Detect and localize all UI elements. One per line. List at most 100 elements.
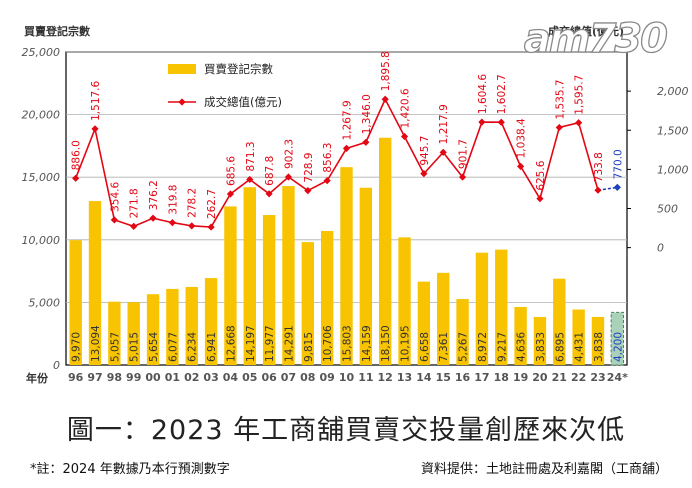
bar [437, 272, 450, 365]
bar [456, 299, 469, 365]
watermark-logo: am730 [523, 15, 668, 62]
bar-value-label: 5,267 [458, 332, 470, 362]
bar-value-label: 6,658 [419, 332, 431, 362]
x-tick-label: 24* [607, 371, 628, 384]
line-value-label: 871.3 [245, 141, 257, 171]
left-axis-tick-label: 10,000 [22, 234, 61, 247]
bar [572, 309, 585, 365]
line-value-label: 354.6 [109, 181, 121, 211]
bar [514, 306, 527, 365]
right-axis-title: 成交總值(億元) [548, 24, 624, 38]
x-tick-label: 14 [416, 371, 432, 384]
line-value-label: 685.6 [225, 156, 237, 186]
bar [398, 237, 411, 365]
bar [591, 316, 605, 365]
line-value-label: 728.9 [303, 153, 315, 183]
bar-value-label: 15,803 [342, 325, 354, 362]
legend-label-line: 成交總值(億元) [204, 95, 282, 109]
legend-label-bars: 買賣登記宗數 [204, 62, 273, 76]
line-point [555, 123, 563, 132]
x-tick-label: 07 [281, 371, 296, 384]
bar-value-label: 11,977 [264, 325, 276, 362]
x-tick-label: 23 [590, 371, 605, 384]
line-value-label: 1,038.4 [516, 118, 528, 158]
right-axis-tick-label: 1,000 [657, 163, 689, 176]
bar [224, 206, 237, 365]
line-value-label: 625.6 [535, 160, 547, 190]
line-point [207, 223, 215, 231]
x-tick-label: 98 [107, 371, 122, 384]
bar-value-label: 10,706 [322, 325, 334, 362]
line-value-label: 319.8 [167, 185, 179, 215]
line-value-label: 278.2 [187, 188, 199, 218]
x-tick-label: 20 [532, 371, 548, 384]
line-value-label: 770.0 [612, 149, 624, 179]
bar-value-label: 14,159 [361, 325, 373, 362]
x-tick-label: 08 [300, 371, 315, 384]
line-value-label: 945.7 [419, 136, 431, 166]
legend-marker-line [178, 98, 186, 106]
bar-value-label: 18,150 [380, 325, 392, 362]
line-point [342, 144, 351, 153]
line-value-label: 1,602.7 [496, 74, 508, 114]
bar [282, 186, 295, 365]
bar [146, 294, 160, 365]
line-value-label: 1,217.9 [438, 104, 450, 144]
x-tick-label: 22 [571, 371, 586, 384]
x-tick-label: 15 [436, 371, 451, 384]
x-tick-label: 02 [184, 371, 199, 384]
line-point [497, 118, 505, 126]
bar [359, 187, 373, 365]
bar-value-label: 3,833 [535, 332, 547, 362]
line-value-label: 902.3 [283, 139, 295, 169]
line-point [323, 177, 331, 185]
line-point [130, 222, 138, 230]
bar-value-label: 5,057 [109, 332, 121, 362]
bar [610, 311, 625, 366]
line-point [304, 186, 312, 195]
line-point [536, 195, 544, 203]
line-point [458, 173, 467, 181]
bar-value-label: 5,015 [129, 332, 141, 362]
x-tick-label: 99 [126, 371, 141, 384]
line-point [149, 214, 157, 222]
line-point [91, 125, 99, 133]
line-value-label: 1,895.8 [380, 51, 392, 91]
bar [475, 252, 489, 365]
bar [166, 288, 179, 365]
line-point [188, 222, 196, 230]
value-line-forecast [597, 186, 618, 191]
line-point [420, 170, 428, 178]
bar [340, 167, 353, 365]
left-axis-tick-label: 5,000 [29, 296, 61, 309]
line-point [478, 118, 486, 126]
bar [243, 187, 256, 365]
value-line [74, 97, 599, 228]
line-point [246, 175, 254, 184]
bar-value-label: 6,895 [554, 332, 566, 362]
bar-value-label: 7,361 [438, 332, 450, 362]
bar [262, 215, 276, 365]
x-tick-label: 97 [87, 371, 102, 384]
left-axis-tick-label: 25,000 [22, 46, 61, 59]
bar-value-label: 6,077 [167, 332, 179, 362]
line-value-label: 1,346.0 [361, 94, 373, 134]
x-tick-label: 09 [319, 371, 334, 384]
bar [553, 278, 566, 365]
line-value-label: 1,595.7 [574, 75, 586, 115]
line-point [226, 190, 235, 198]
line-point [381, 95, 389, 103]
bar-value-label: 14,197 [245, 325, 257, 362]
x-tick-label: 21 [552, 371, 567, 384]
x-tick-label: 05 [242, 371, 257, 384]
line-point [517, 162, 525, 170]
bar-value-label: 9,217 [496, 332, 508, 362]
line-point [284, 173, 293, 181]
line-point [362, 138, 370, 146]
right-axis-tick-label: 2,000 [657, 85, 689, 98]
x-tick-label: 10 [339, 371, 355, 384]
bar [320, 230, 334, 365]
x-tick-label: 16 [455, 371, 471, 384]
bar [533, 317, 547, 365]
line-value-label: 271.8 [129, 188, 141, 218]
